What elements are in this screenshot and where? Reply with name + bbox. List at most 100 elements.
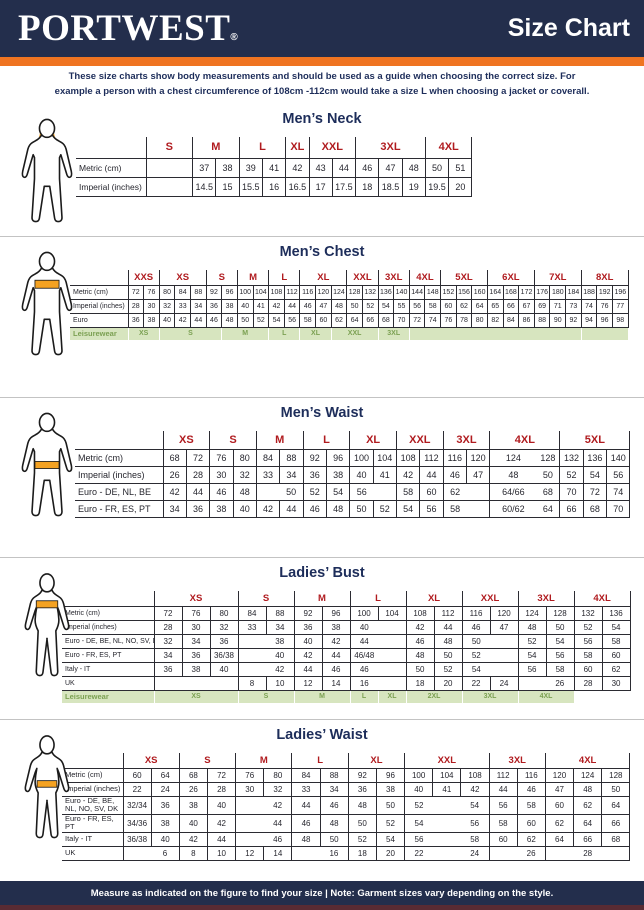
cell-value: 56 (414, 835, 424, 844)
section-t-bust: Ladies’ Bust XS S M L XL XXL 3XL 4XL Metric (cm) 7… (0, 558, 644, 720)
row-label: Metric (cm) (76, 157, 147, 178)
cell: 70 (559, 482, 584, 501)
cell (145, 176, 194, 197)
cell: 58 (573, 647, 603, 663)
cell: 26 (178, 781, 208, 797)
size-header-xl: XL (349, 431, 397, 450)
cell-value: 22 (414, 849, 424, 858)
cell: 50 (545, 619, 575, 635)
cell: 112 (283, 284, 301, 300)
cell: 100 (236, 284, 254, 300)
cell: 124 (330, 284, 348, 300)
table-row: Italy - IT 36/38 40 42 44 46 48 50 52 54 56 58 60 62 6… (62, 832, 631, 847)
cell: 98 (611, 312, 629, 328)
size-header-row: XS S M L XL XXL 3XL 4XL 5XL (75, 431, 631, 450)
size-header-s: S (178, 753, 237, 769)
cell: 100 (349, 605, 379, 621)
cell: 48 (221, 312, 238, 328)
cell: 60 (573, 661, 603, 677)
cell: 52 (517, 633, 547, 649)
cell: 128 (545, 605, 575, 621)
cell: 48 (330, 298, 348, 314)
cell: 73 (565, 298, 582, 314)
cell: 56 (517, 661, 547, 677)
cell-value: 6 (162, 849, 168, 858)
cell: 28 (544, 846, 631, 861)
cell: XS (154, 690, 239, 703)
cell: 46 (319, 795, 349, 815)
cell: 26 (517, 675, 575, 691)
cell: 24 (150, 781, 180, 797)
cell-value: 16 (359, 678, 369, 688)
cell: 17 (308, 176, 333, 197)
cell: 48 (517, 619, 547, 635)
cell: 46 (235, 832, 293, 847)
cell: 82 (486, 312, 504, 328)
cell: 36 (150, 795, 180, 815)
cell: 88 (279, 448, 304, 467)
cell: 100 (349, 448, 374, 467)
table-row: Imperial (inches) 26 28 30 32 33 34 36 38 40 41 42 4… (75, 465, 631, 484)
cell: 64 (601, 795, 631, 815)
cell: 32/34 (122, 795, 152, 815)
table-row: Euro - DE, BE, NL, NO, SV, DK 32/34 36 38 40… (62, 795, 631, 815)
size-header-xl: XL (405, 591, 463, 607)
cell-value: 46 (359, 664, 369, 674)
cell: 132 (573, 605, 603, 621)
cell: 38 (215, 157, 240, 178)
table-row: Euro - FR, ES, PT 34/36 38 40 42 44 46 48 50 52 54… (62, 813, 631, 834)
cell: 16 (349, 675, 407, 691)
cell: 58 (395, 482, 421, 501)
cell: 96 (325, 448, 351, 467)
cell: 50 (236, 312, 254, 328)
cell: 36 (181, 647, 211, 663)
cell-value: 40 (359, 622, 369, 632)
cell: 62 (601, 661, 631, 677)
cell: 54 (375, 832, 406, 847)
cell: 34 (181, 633, 211, 649)
cell: 68 (601, 832, 631, 847)
row-label: Euro - DE, NL, BE (75, 482, 164, 501)
cell: 80 (471, 312, 488, 328)
cell: 76 (143, 284, 160, 300)
cell: 136 (377, 284, 395, 300)
size-header-s: S (205, 270, 238, 286)
cell: 54 (395, 499, 421, 518)
cell: 74 (424, 312, 442, 328)
cell: 124 (573, 767, 603, 783)
cell: 80 (232, 448, 257, 467)
bust-highlight (35, 600, 59, 609)
size-table: XS S M L XL XXL 3XL 4XL 5XL Metric (cm) 68 72 76 80 84… (75, 431, 631, 518)
cell: 96 (321, 605, 351, 621)
cell-value: 52 (414, 800, 424, 810)
cell: 168 (502, 284, 520, 300)
cell: 120 (315, 284, 332, 300)
cell: 14 (263, 846, 293, 861)
cell: 64/66 68 (489, 482, 561, 501)
cell: 188 (580, 284, 598, 300)
cell: L (350, 690, 379, 703)
cell: 104 (432, 767, 462, 783)
cell: 180 (549, 284, 567, 300)
cell: 41 (261, 157, 287, 178)
cell: 47 (544, 781, 575, 797)
cell: 72 (153, 605, 183, 621)
cell: 40 (178, 813, 208, 834)
cell-value: 54 (470, 800, 480, 810)
size-header-m: M (293, 591, 351, 607)
cell: 36/38 (122, 832, 152, 847)
size-header-l: L (238, 137, 287, 159)
cell: 50 (424, 157, 450, 178)
body-outline (21, 267, 73, 356)
cell: 38 (178, 795, 208, 815)
table-row: Imperial (inches) 28 30 32 33 34 36 38 40 41 42 44 4… (70, 298, 629, 314)
cell: 52 (559, 465, 584, 484)
cell: 54 (461, 661, 519, 677)
cell: 76 (209, 448, 234, 467)
size-table: XS S M L XL XXL 3XL 4XL Metric (cm) 60 64 68 72 76 80 8… (62, 753, 631, 861)
cell: 136 (582, 448, 608, 467)
cell: 10 (265, 675, 295, 691)
cell: 33 (255, 465, 281, 484)
cell: 140 (606, 448, 631, 467)
size-table: S M L XL XXL 3XL 4XL Metric (cm) 37 38 39 41 42 43 44 4… (76, 137, 473, 197)
